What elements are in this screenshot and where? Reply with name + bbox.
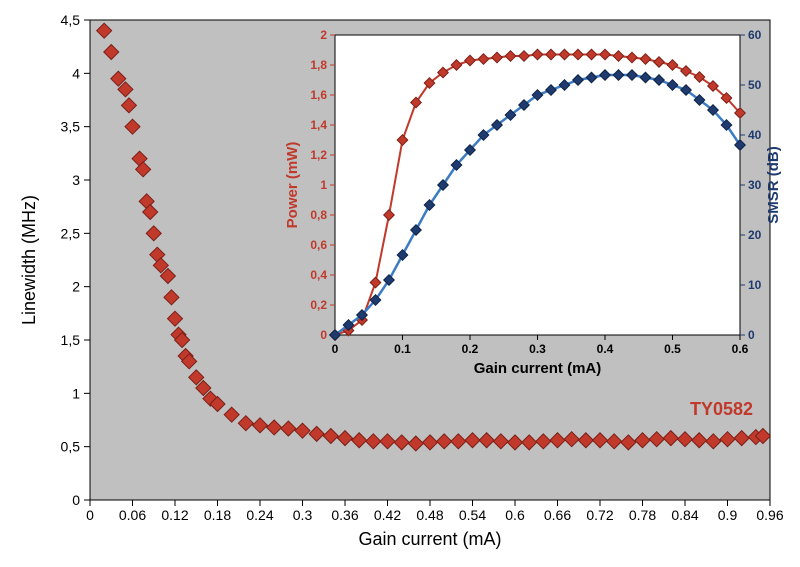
main-xtick: 0.84 bbox=[671, 507, 698, 523]
main-xtick: 0.24 bbox=[246, 507, 273, 523]
inset-y1tick: 1,6 bbox=[310, 88, 327, 102]
main-xtick: 0.48 bbox=[416, 507, 443, 523]
main-xtick: 0.42 bbox=[374, 507, 401, 523]
main-ytick: 0,5 bbox=[61, 439, 81, 455]
inset-xtick: 0.2 bbox=[462, 342, 479, 356]
inset-y1tick: 0,2 bbox=[310, 298, 327, 312]
inset-xtick: 0.3 bbox=[529, 342, 546, 356]
inset-plot-bg bbox=[335, 35, 740, 335]
main-ylabel: Linewidth (MHz) bbox=[19, 195, 39, 325]
main-xtick: 0.9 bbox=[718, 507, 738, 523]
inset-y1tick: 1,4 bbox=[310, 118, 327, 132]
main-ytick: 4 bbox=[72, 65, 80, 81]
main-xtick: 0.54 bbox=[459, 507, 486, 523]
inset-y2tick: 40 bbox=[748, 128, 762, 142]
main-xtick: 0.3 bbox=[293, 507, 313, 523]
main-ytick: 2 bbox=[72, 279, 80, 295]
series-label: TY0582 bbox=[690, 399, 753, 419]
inset-y1tick: 0,4 bbox=[310, 268, 327, 282]
inset-y1label: Power (mW) bbox=[284, 142, 301, 229]
inset-xtick: 0.5 bbox=[664, 342, 681, 356]
main-xtick: 0.96 bbox=[756, 507, 783, 523]
main-xtick: 0 bbox=[86, 507, 94, 523]
inset-y1tick: 2 bbox=[320, 28, 327, 42]
inset-y2tick: 60 bbox=[748, 28, 762, 42]
inset-y2tick: 0 bbox=[748, 328, 755, 342]
inset-y1tick: 0,8 bbox=[310, 208, 327, 222]
main-ytick: 3 bbox=[72, 172, 80, 188]
inset-y1tick: 1,8 bbox=[310, 58, 327, 72]
main-ytick: 1 bbox=[72, 385, 80, 401]
main-ytick: 2,5 bbox=[61, 225, 81, 241]
inset-y2tick: 20 bbox=[748, 228, 762, 242]
inset-xtick: 0.6 bbox=[732, 342, 749, 356]
inset-y2tick: 30 bbox=[748, 178, 762, 192]
inset-xtick: 0.1 bbox=[394, 342, 411, 356]
main-xtick: 0.78 bbox=[629, 507, 656, 523]
main-xtick: 0.18 bbox=[204, 507, 231, 523]
main-ytick: 0 bbox=[72, 492, 80, 508]
inset-y2label: SMSR (dB) bbox=[765, 146, 782, 224]
inset-y1tick: 1,2 bbox=[310, 148, 327, 162]
inset-y2tick: 50 bbox=[748, 78, 762, 92]
main-ytick: 1,5 bbox=[61, 332, 81, 348]
inset-y1tick: 1 bbox=[320, 178, 327, 192]
inset-xtick: 0 bbox=[332, 342, 339, 356]
main-xtick: 0.12 bbox=[161, 507, 188, 523]
main-xtick: 0.72 bbox=[586, 507, 613, 523]
chart-container: 00,511,522,533,544,500.060.120.180.240.3… bbox=[0, 0, 800, 567]
inset-y1tick: 0,6 bbox=[310, 238, 327, 252]
main-xtick: 0.36 bbox=[331, 507, 358, 523]
inset-y2tick: 10 bbox=[748, 278, 762, 292]
inset-xtick: 0.4 bbox=[597, 342, 614, 356]
inset-xlabel: Gain current (mA) bbox=[474, 360, 602, 377]
main-xtick: 0.6 bbox=[505, 507, 525, 523]
main-ytick: 4,5 bbox=[61, 12, 81, 28]
main-xlabel: Gain current (mA) bbox=[358, 529, 501, 549]
main-xtick: 0.06 bbox=[119, 507, 146, 523]
inset-y1tick: 0 bbox=[320, 328, 327, 342]
main-xtick: 0.66 bbox=[544, 507, 571, 523]
main-ytick: 3,5 bbox=[61, 119, 81, 135]
